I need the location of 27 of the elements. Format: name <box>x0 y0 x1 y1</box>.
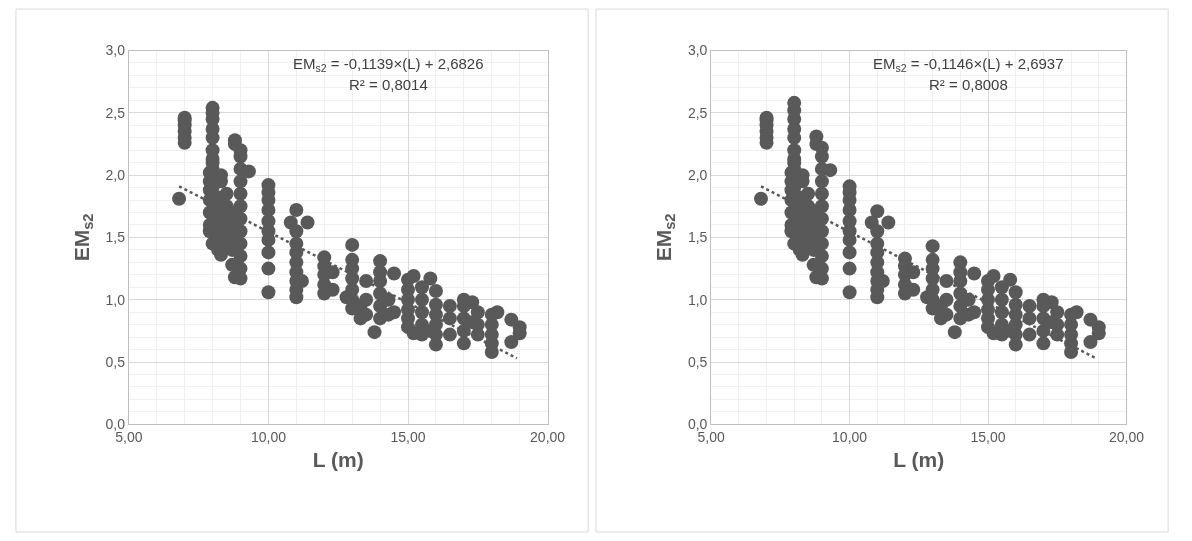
y-tick-label: 1,5 <box>105 229 126 246</box>
y-tick-label: 2,0 <box>687 167 708 184</box>
y-tick-label: 2,5 <box>687 104 708 121</box>
y-tick-label: 1,0 <box>105 291 126 308</box>
y-axis-title: EM$_{s2}$ <box>873 55 907 75</box>
y-tick-label: 1,0 <box>687 291 708 308</box>
text: = -0,1139×(L) + 2,6826 <box>330 55 484 72</box>
y-tick-label: 2,5 <box>105 104 126 121</box>
y-tick-label: 0,0 <box>687 416 708 433</box>
x-tick-label: 10,00 <box>250 429 287 446</box>
x-tick-label: 20,00 <box>1108 429 1145 446</box>
annotation: R² = 0,8014 <box>349 76 428 93</box>
y-tick-label: 3,0 <box>687 42 708 59</box>
x-tick-label: 15,00 <box>390 429 426 446</box>
x-axis-title: L (m) <box>312 448 364 472</box>
x-tick-label: 20,00 <box>530 429 566 446</box>
x-axis-title: L (m) <box>893 448 945 472</box>
text: = -0,1146×(L) + 2,6937 <box>910 55 1064 72</box>
y-axis-title: EM$_{s2}$ <box>293 55 327 75</box>
x-tick-label: 15,00 <box>970 429 1006 446</box>
y-tick-label: 3,0 <box>105 42 126 59</box>
annotation: R² = 0,8008 <box>929 76 1008 93</box>
y-tick-label: 0,5 <box>687 353 708 370</box>
y-tick-label: 2,0 <box>105 167 126 184</box>
y-tick-label: 0,5 <box>105 353 126 370</box>
y-tick-label: 1,5 <box>687 229 708 246</box>
x-tick-label: 10,00 <box>832 429 868 446</box>
